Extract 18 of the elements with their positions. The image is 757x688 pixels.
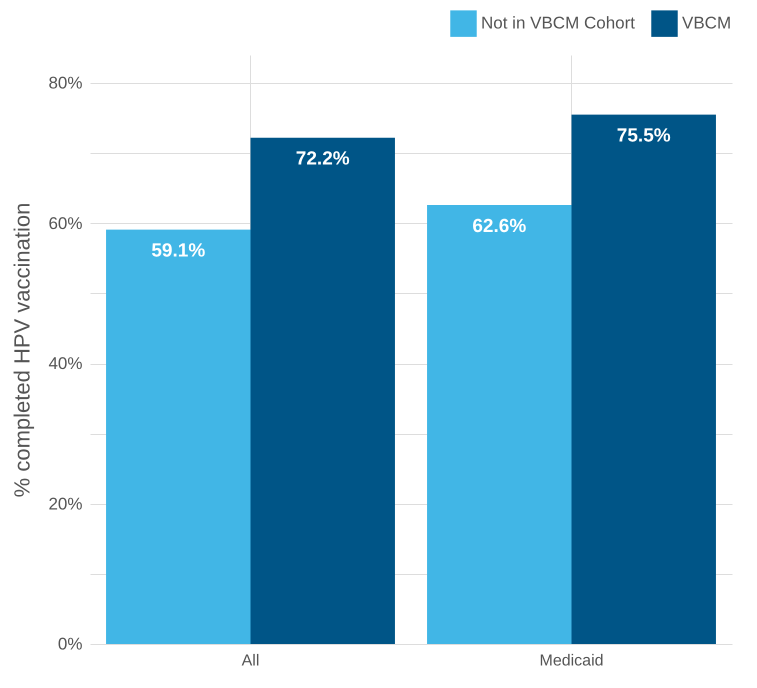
legend-label: Not in VBCM Cohort bbox=[481, 14, 636, 33]
y-axis-title: % completed HPV vaccination bbox=[9, 202, 34, 498]
data-label: 62.6% bbox=[472, 216, 526, 238]
bar bbox=[250, 138, 395, 644]
y-tick-label: 0% bbox=[58, 634, 82, 654]
y-tick-label: 40% bbox=[48, 354, 82, 374]
bar bbox=[427, 205, 572, 644]
legend-label: VBCM bbox=[682, 14, 732, 33]
y-tick-label: 60% bbox=[48, 214, 82, 233]
data-label: 72.2% bbox=[296, 148, 350, 170]
y-tick-label: 20% bbox=[48, 494, 82, 514]
data-label: 75.5% bbox=[616, 126, 671, 147]
x-tick-label: Medicaid bbox=[539, 652, 604, 670]
bar bbox=[572, 114, 716, 644]
data-label: 59.1% bbox=[151, 240, 206, 262]
y-tick-label: 80% bbox=[48, 74, 82, 93]
bar bbox=[106, 230, 250, 644]
x-tick-label: All bbox=[242, 652, 260, 670]
